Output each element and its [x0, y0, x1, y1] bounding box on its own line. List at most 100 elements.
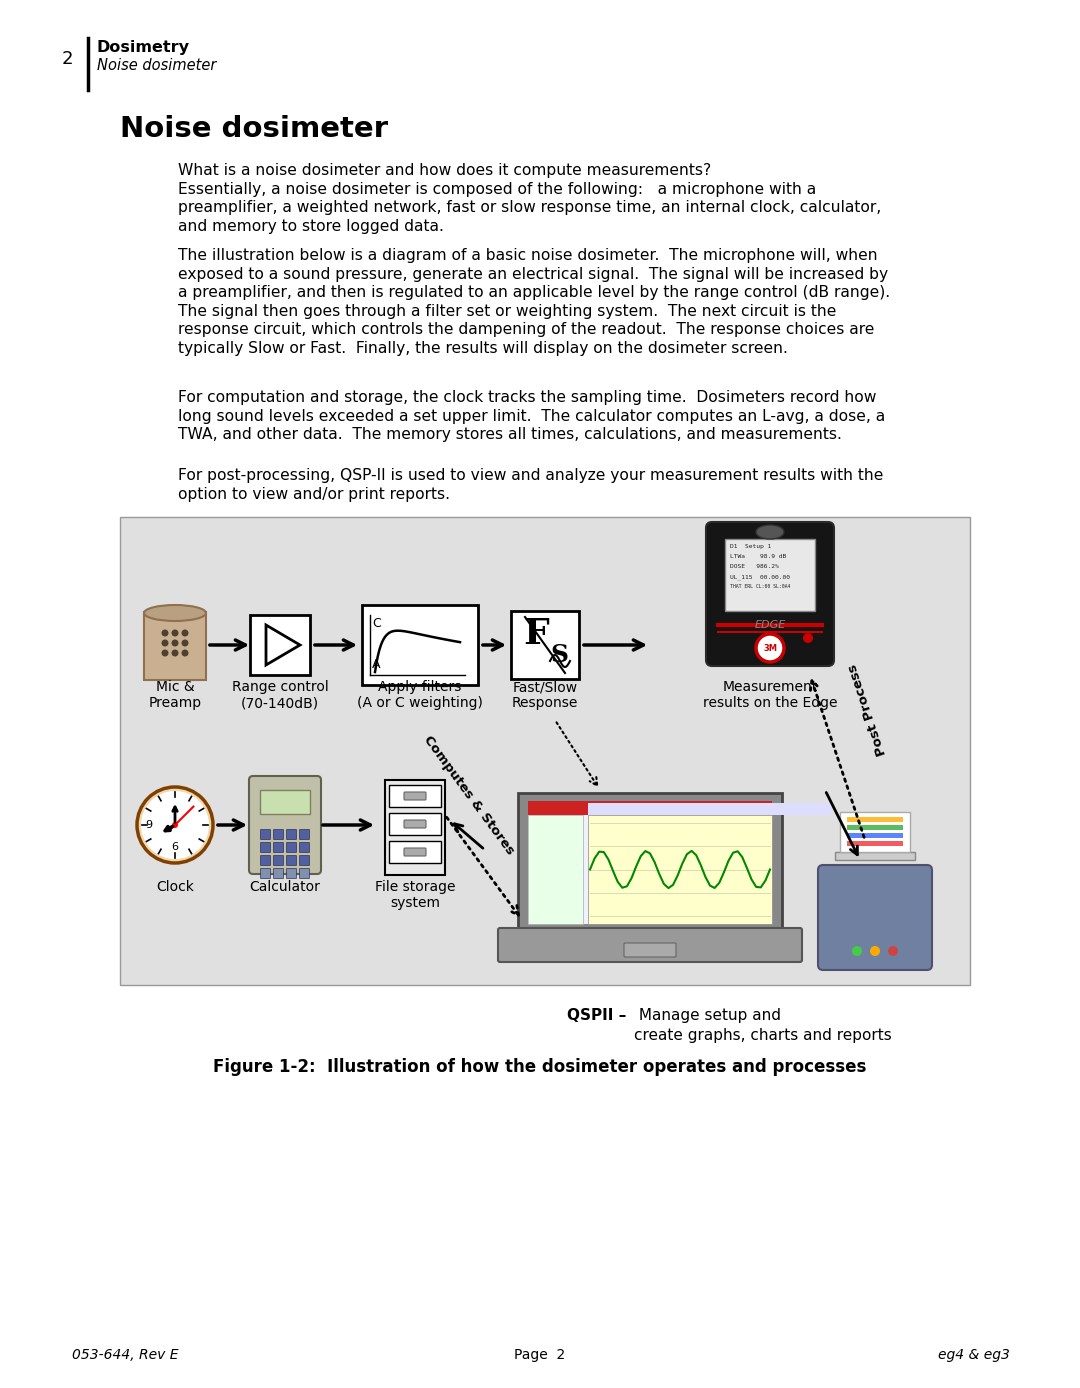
- Text: Manage setup and
create graphs, charts and reports: Manage setup and create graphs, charts a…: [634, 1008, 892, 1042]
- Text: long sound levels exceeded a set upper limit.  The calculator computes an L-avg,: long sound levels exceeded a set upper l…: [178, 408, 886, 423]
- Bar: [588, 815, 772, 924]
- FancyBboxPatch shape: [299, 843, 310, 852]
- Text: S: S: [550, 643, 568, 668]
- Text: D1  Setup 1: D1 Setup 1: [730, 544, 771, 550]
- Text: Computes & Stores: Computes & Stores: [420, 734, 516, 858]
- Text: The illustration below is a diagram of a basic noise dosimeter.  The microphone : The illustration below is a diagram of a…: [178, 248, 878, 262]
- FancyBboxPatch shape: [249, 776, 321, 874]
- FancyBboxPatch shape: [840, 812, 910, 852]
- Circle shape: [852, 947, 862, 956]
- FancyBboxPatch shape: [725, 539, 815, 611]
- Text: QSPII –: QSPII –: [567, 1008, 626, 1023]
- Ellipse shape: [144, 605, 206, 620]
- Text: 2: 2: [62, 50, 73, 68]
- Circle shape: [172, 630, 178, 637]
- Text: UL_115  00.00.00: UL_115 00.00.00: [730, 575, 789, 580]
- Text: A: A: [372, 658, 380, 670]
- Text: 3M: 3M: [762, 644, 777, 652]
- Circle shape: [162, 640, 168, 647]
- FancyBboxPatch shape: [249, 615, 310, 675]
- Text: exposed to a sound pressure, generate an electrical signal.  The signal will be : exposed to a sound pressure, generate an…: [178, 266, 888, 282]
- Text: Dosimetry: Dosimetry: [97, 40, 190, 56]
- Text: LTWa    98.9 dB: LTWa 98.9 dB: [730, 554, 786, 559]
- FancyBboxPatch shape: [498, 929, 802, 962]
- Text: eg4 & eg3: eg4 & eg3: [939, 1348, 1010, 1362]
- Text: File storage
system: File storage system: [375, 880, 456, 911]
- Circle shape: [181, 640, 189, 647]
- FancyBboxPatch shape: [389, 786, 441, 806]
- Text: Noise dosimeter: Noise dosimeter: [97, 58, 216, 74]
- Text: Fast/Slow
Response: Fast/Slow Response: [512, 680, 578, 711]
- FancyBboxPatch shape: [624, 942, 676, 956]
- FancyBboxPatch shape: [404, 820, 426, 829]
- FancyBboxPatch shape: [518, 793, 782, 931]
- FancyBboxPatch shape: [273, 843, 283, 852]
- Text: C: C: [372, 618, 381, 630]
- FancyBboxPatch shape: [260, 869, 270, 879]
- Text: Essentially, a noise dosimeter is composed of the following:   a microphone with: Essentially, a noise dosimeter is compos…: [178, 182, 816, 197]
- FancyBboxPatch shape: [389, 841, 441, 863]
- FancyBboxPatch shape: [260, 855, 270, 866]
- Bar: [528, 801, 772, 815]
- Text: DOSE   986.2%: DOSE 986.2%: [730, 564, 779, 569]
- Text: Apply filters
(A or C weighting): Apply filters (A or C weighting): [357, 680, 483, 711]
- Text: Range control
(70-140dB): Range control (70-140dB): [231, 680, 328, 711]
- Circle shape: [137, 787, 213, 863]
- FancyBboxPatch shape: [286, 869, 297, 879]
- FancyBboxPatch shape: [706, 522, 834, 666]
- Text: 9: 9: [146, 820, 152, 830]
- Bar: [847, 824, 903, 830]
- FancyBboxPatch shape: [120, 516, 970, 985]
- Text: Noise dosimeter: Noise dosimeter: [120, 115, 388, 143]
- Bar: [847, 841, 903, 847]
- Text: What is a noise dosimeter and how does it compute measurements?: What is a noise dosimeter and how does i…: [178, 162, 712, 178]
- FancyBboxPatch shape: [273, 869, 283, 879]
- Text: Post Process: Post Process: [846, 662, 889, 758]
- Text: TWA, and other data.  The memory stores all times, calculations, and measurement: TWA, and other data. The memory stores a…: [178, 428, 842, 441]
- FancyBboxPatch shape: [286, 830, 297, 840]
- Text: option to view and/or print reports.: option to view and/or print reports.: [178, 487, 450, 501]
- Text: response circuit, which controls the dampening of the readout.  The response cho: response circuit, which controls the dam…: [178, 322, 875, 337]
- FancyBboxPatch shape: [299, 855, 310, 866]
- Text: The signal then goes through a filter set or weighting system.  The next circuit: The signal then goes through a filter se…: [178, 304, 836, 318]
- Text: Mic &
Preamp: Mic & Preamp: [148, 680, 202, 711]
- Text: F: F: [523, 618, 549, 651]
- Circle shape: [870, 947, 880, 956]
- FancyBboxPatch shape: [260, 843, 270, 852]
- Circle shape: [756, 634, 784, 662]
- FancyBboxPatch shape: [404, 848, 426, 856]
- FancyBboxPatch shape: [260, 830, 270, 840]
- Text: Calculator: Calculator: [249, 880, 321, 894]
- FancyBboxPatch shape: [818, 865, 932, 970]
- Bar: [528, 815, 583, 924]
- Text: typically Slow or Fast.  Finally, the results will display on the dosimeter scre: typically Slow or Fast. Finally, the res…: [178, 340, 788, 355]
- FancyBboxPatch shape: [286, 843, 297, 852]
- FancyBboxPatch shape: [511, 611, 579, 679]
- FancyBboxPatch shape: [273, 830, 283, 840]
- Text: and memory to store logged data.: and memory to store logged data.: [178, 218, 444, 233]
- FancyBboxPatch shape: [299, 830, 310, 840]
- Text: 6: 6: [172, 843, 178, 852]
- FancyBboxPatch shape: [362, 605, 478, 686]
- Bar: [835, 852, 915, 861]
- FancyBboxPatch shape: [528, 801, 772, 924]
- Text: Figure 1-2:  Illustration of how the dosimeter operates and processes: Figure 1-2: Illustration of how the dosi…: [214, 1058, 866, 1076]
- Text: For computation and storage, the clock tracks the sampling time.  Dosimeters rec: For computation and storage, the clock t…: [178, 390, 876, 405]
- Polygon shape: [266, 625, 300, 665]
- Circle shape: [804, 633, 813, 643]
- FancyBboxPatch shape: [384, 780, 445, 874]
- FancyBboxPatch shape: [273, 855, 283, 866]
- Circle shape: [181, 630, 189, 637]
- Bar: [847, 833, 903, 838]
- Text: For post-processing, QSP-II is used to view and analyze your measurement results: For post-processing, QSP-II is used to v…: [178, 468, 883, 483]
- Circle shape: [162, 630, 168, 637]
- Text: preamplifier, a weighted network, fast or slow response time, an internal clock,: preamplifier, a weighted network, fast o…: [178, 200, 881, 215]
- Circle shape: [181, 650, 189, 657]
- Text: 053-644, Rev E: 053-644, Rev E: [72, 1348, 178, 1362]
- FancyBboxPatch shape: [260, 790, 310, 813]
- Circle shape: [172, 822, 178, 829]
- Circle shape: [172, 650, 178, 657]
- FancyBboxPatch shape: [299, 869, 310, 879]
- Circle shape: [888, 947, 897, 956]
- FancyBboxPatch shape: [286, 855, 297, 866]
